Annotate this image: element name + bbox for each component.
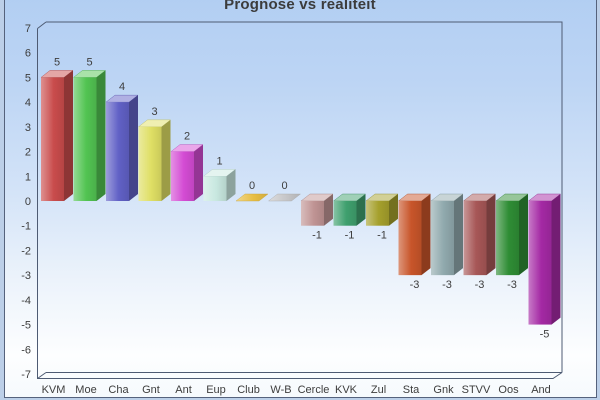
bar-value-label: 1 bbox=[216, 155, 222, 167]
bar-side-face bbox=[519, 193, 528, 276]
bar-front-face bbox=[398, 200, 422, 276]
x-category-label: Gnk bbox=[433, 384, 454, 396]
y-tick-label: 7 bbox=[25, 23, 31, 35]
bar-side-face bbox=[194, 144, 203, 201]
y-tick-label: -4 bbox=[21, 295, 31, 307]
x-category-label: Club bbox=[237, 384, 260, 396]
bar-side-face bbox=[551, 193, 561, 325]
x-category-label: STVV bbox=[462, 384, 491, 396]
bar-side-face bbox=[486, 193, 496, 276]
y-tick-label: -5 bbox=[21, 320, 31, 332]
bar-side-face bbox=[64, 70, 73, 201]
bar-Cha: 4 Cha bbox=[105, 81, 139, 396]
y-tick-label: -7 bbox=[21, 369, 31, 381]
bar-Moe: 5 Moe bbox=[72, 56, 107, 396]
bar-value-label: 0 bbox=[281, 180, 287, 192]
x-category-label: Zul bbox=[371, 384, 386, 396]
x-category-label: KVM bbox=[42, 384, 66, 396]
bar-front-face bbox=[171, 151, 194, 201]
bar-front-face bbox=[41, 77, 64, 201]
bar-front-face bbox=[73, 77, 97, 201]
bar-front-face bbox=[333, 200, 357, 226]
bar-side-face bbox=[96, 70, 106, 201]
x-category-label: Oos bbox=[498, 384, 519, 396]
bar-value-label: -3 bbox=[442, 279, 452, 291]
bar-top-face bbox=[267, 193, 302, 202]
y-tick-label: 4 bbox=[25, 97, 31, 109]
bar-front-face bbox=[463, 200, 487, 276]
y-tick-label: -3 bbox=[21, 270, 31, 282]
axis-frame bbox=[37, 21, 563, 379]
bar-value-label: 3 bbox=[151, 106, 157, 118]
x-category-label: Cercle bbox=[298, 384, 330, 396]
bar-STVV: -3 STVV bbox=[462, 193, 497, 396]
x-category-label: Sta bbox=[403, 384, 420, 396]
bar-front-face bbox=[366, 200, 389, 226]
x-category-label: KVK bbox=[335, 384, 358, 396]
bar-front-face bbox=[496, 200, 519, 276]
bar-value-label: 5 bbox=[54, 56, 60, 68]
y-tick-label: 6 bbox=[25, 48, 31, 60]
bar-front-face bbox=[138, 126, 162, 201]
y-tick-label: 0 bbox=[25, 196, 31, 208]
x-category-label: Moe bbox=[75, 384, 96, 396]
bar-side-face bbox=[161, 119, 171, 201]
x-category-label: Cha bbox=[108, 384, 129, 396]
bar-front-face bbox=[528, 200, 552, 325]
bar-Cercle: -1 Cercle bbox=[298, 193, 334, 396]
bar-Club: 0 Club bbox=[235, 180, 269, 396]
bar-value-label: -5 bbox=[540, 329, 550, 341]
bar-value-label: -1 bbox=[345, 230, 355, 242]
bar-value-label: -3 bbox=[410, 279, 420, 291]
y-tick-label: -2 bbox=[21, 245, 31, 257]
bar-side-face bbox=[421, 193, 431, 276]
chart-title: Prognose vs realiteit bbox=[224, 0, 376, 13]
x-category-label: Gnt bbox=[142, 384, 160, 396]
bar-side-face bbox=[454, 193, 463, 276]
bar-value-label: -3 bbox=[507, 279, 517, 291]
bar-KVM: 5 KVM bbox=[40, 56, 74, 396]
bar-side-face bbox=[356, 193, 366, 226]
y-tick-label: -6 bbox=[21, 344, 31, 356]
bar-side-face bbox=[226, 169, 236, 201]
x-category-label: Ant bbox=[175, 384, 192, 396]
bar-value-label: -1 bbox=[377, 230, 387, 242]
y-tick-label: 3 bbox=[25, 122, 31, 134]
x-category-label: W-B bbox=[270, 384, 291, 396]
bar-Zul: -1 Zul bbox=[365, 193, 399, 396]
y-tick-label: 1 bbox=[25, 171, 31, 183]
bar-W-B: 0 W-B bbox=[267, 180, 302, 396]
bar-side-face bbox=[324, 193, 333, 226]
bar-Sta: -3 Sta bbox=[397, 193, 432, 396]
bar-side-face bbox=[389, 193, 398, 226]
bar-Eup: 1 Eup bbox=[202, 155, 237, 396]
bar-value-label: 0 bbox=[249, 180, 255, 192]
y-tick-label: 2 bbox=[25, 147, 31, 159]
x-category-label: Eup bbox=[206, 384, 226, 396]
bar-value-label: -1 bbox=[312, 230, 322, 242]
bar-front-face bbox=[301, 200, 324, 226]
bar-top-face bbox=[235, 193, 269, 202]
bar-Ant: 2 Ant bbox=[170, 131, 204, 396]
bar-Gnt: 3 Gnt bbox=[137, 106, 172, 396]
bar-Gnk: -3 Gnk bbox=[430, 193, 464, 396]
bar-front-face bbox=[106, 102, 129, 201]
chart-panel bbox=[4, 0, 597, 398]
bar-side-face bbox=[129, 95, 138, 201]
bar-front-face bbox=[203, 176, 227, 201]
bar-Oos: -3 Oos bbox=[495, 193, 529, 396]
bar-And: -5 And bbox=[527, 193, 562, 396]
bar-value-label: -3 bbox=[475, 279, 485, 291]
bar-value-label: 2 bbox=[184, 131, 190, 143]
y-tick-label: 5 bbox=[25, 72, 31, 84]
bar-value-label: 4 bbox=[119, 81, 125, 93]
y-tick-label: -1 bbox=[21, 221, 31, 233]
bar-KVK: -1 KVK bbox=[332, 193, 367, 396]
bar-value-label: 5 bbox=[86, 56, 92, 68]
bar-front-face bbox=[431, 200, 454, 276]
x-category-label: And bbox=[531, 384, 551, 396]
